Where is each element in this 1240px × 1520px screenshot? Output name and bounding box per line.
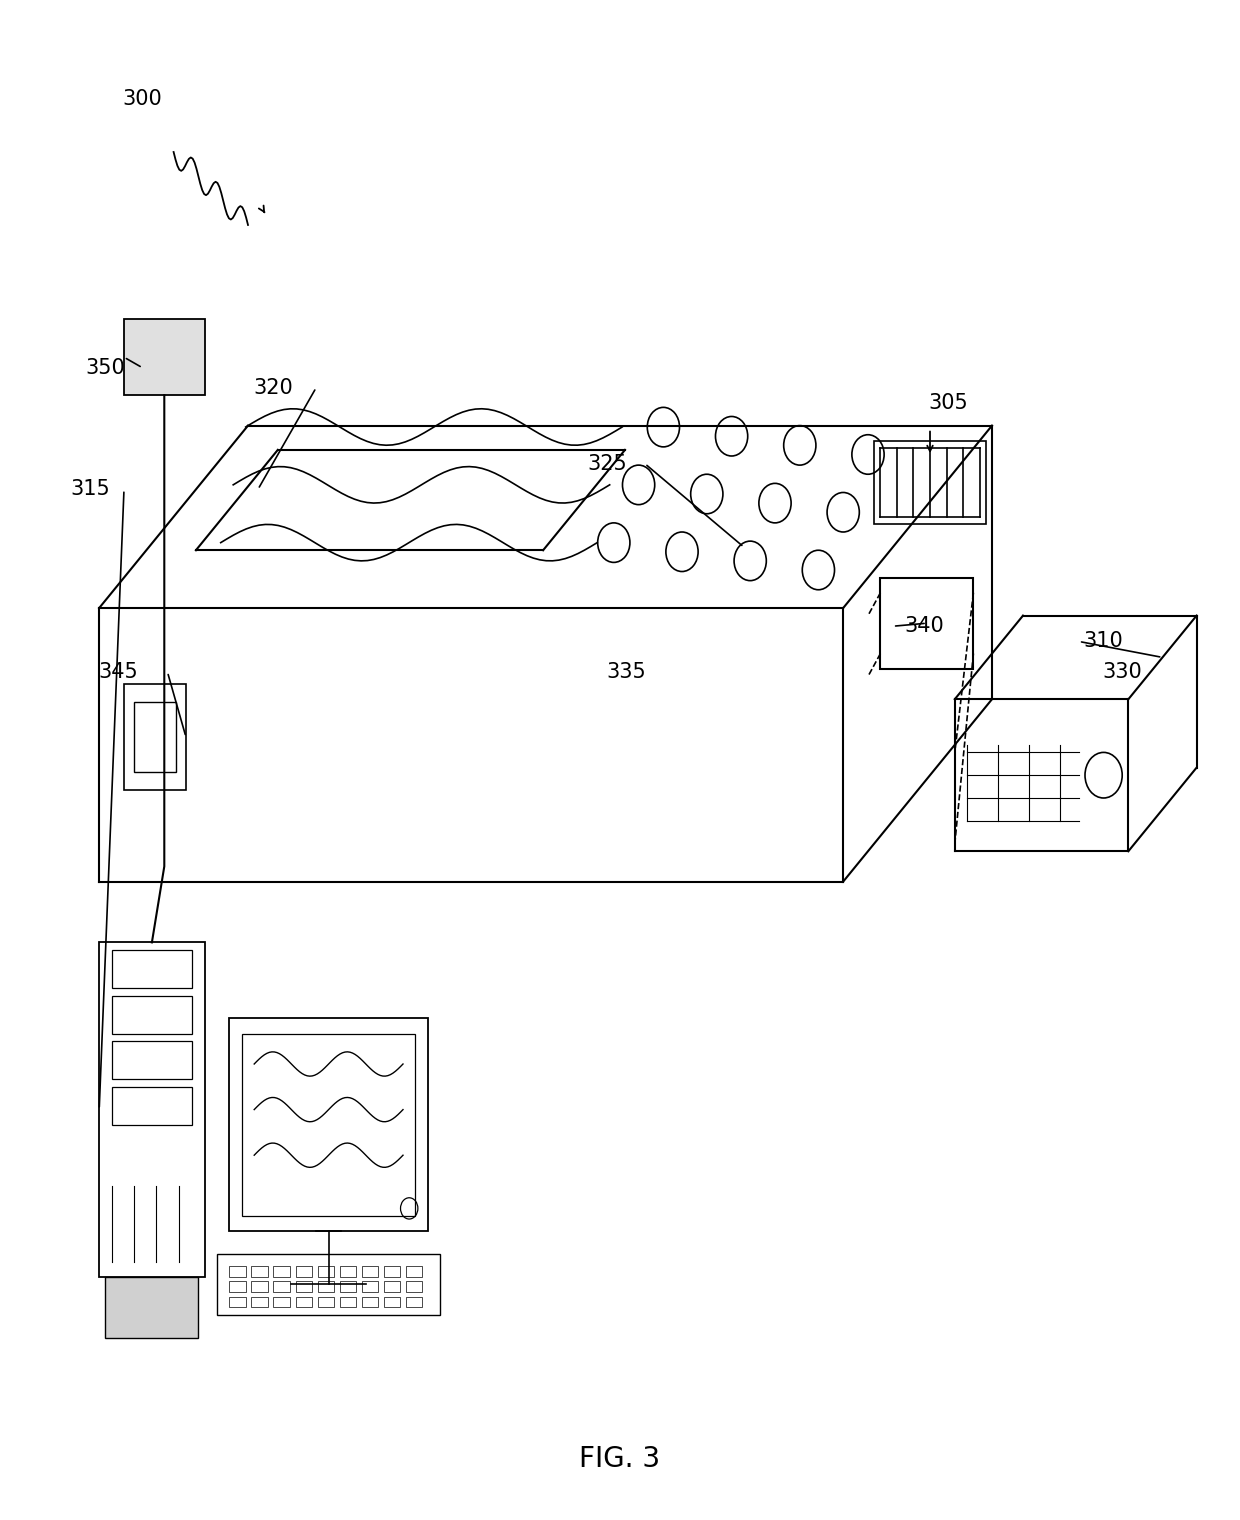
Bar (112, 996, 192, 1034)
Bar (229, 1281, 246, 1292)
Bar (229, 1266, 246, 1277)
Bar (362, 1281, 378, 1292)
Bar (874, 441, 986, 524)
Bar (405, 1266, 422, 1277)
Text: 330: 330 (1102, 661, 1142, 682)
Bar (362, 1297, 378, 1307)
Text: 335: 335 (606, 661, 646, 682)
Bar (229, 1018, 428, 1231)
Text: 340: 340 (904, 616, 944, 637)
Bar (340, 1297, 356, 1307)
Bar (405, 1281, 422, 1292)
Bar (112, 1087, 192, 1125)
Bar (295, 1297, 311, 1307)
Bar (362, 1266, 378, 1277)
Bar (124, 684, 186, 790)
Bar (112, 1041, 192, 1079)
Text: FIG. 3: FIG. 3 (579, 1446, 661, 1473)
Text: 325: 325 (588, 453, 627, 474)
Text: 320: 320 (253, 377, 293, 398)
Bar (383, 1281, 399, 1292)
Text: 305: 305 (929, 392, 968, 413)
Bar (274, 1281, 290, 1292)
Bar (217, 1254, 440, 1315)
Text: 310: 310 (1084, 631, 1123, 652)
Text: 315: 315 (71, 479, 110, 500)
Bar (383, 1266, 399, 1277)
Text: 345: 345 (98, 661, 138, 682)
Bar (112, 950, 192, 988)
Text: 300: 300 (123, 88, 162, 109)
Bar (134, 702, 176, 772)
Bar (317, 1266, 334, 1277)
Bar (252, 1297, 268, 1307)
Text: 350: 350 (86, 357, 125, 378)
Bar (880, 578, 973, 669)
Bar (252, 1281, 268, 1292)
Bar (252, 1266, 268, 1277)
Bar (383, 1297, 399, 1307)
Bar (317, 1281, 334, 1292)
Bar (295, 1281, 311, 1292)
Bar (229, 1297, 246, 1307)
Bar (105, 1277, 198, 1338)
Bar (317, 1297, 334, 1307)
Bar (295, 1266, 311, 1277)
Bar (405, 1297, 422, 1307)
Bar (340, 1281, 356, 1292)
Bar (274, 1297, 290, 1307)
Bar (274, 1266, 290, 1277)
Bar (242, 1034, 415, 1216)
Bar (124, 319, 205, 395)
Bar (340, 1266, 356, 1277)
Bar (99, 942, 205, 1277)
